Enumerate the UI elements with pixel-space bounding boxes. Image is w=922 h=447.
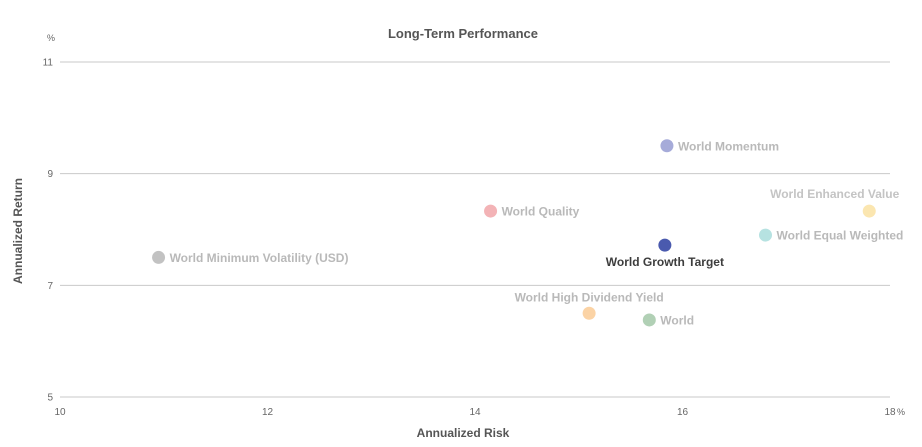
y-tick-label: 5 <box>47 393 53 404</box>
grid-lines <box>60 61 890 398</box>
y-tick-label: 11 <box>43 58 54 69</box>
y-tick-label: 7 <box>47 281 53 292</box>
scatter-point[interactable] <box>484 204 498 218</box>
scatter-point[interactable] <box>658 238 672 252</box>
x-axis-unit: % <box>897 407 905 417</box>
y-axis-unit: % <box>47 33 55 43</box>
scatter-point[interactable] <box>660 139 674 153</box>
x-tick-label: 18 <box>884 407 896 418</box>
scatter-point[interactable] <box>152 250 166 264</box>
point-label: World Equal Weighted <box>777 229 904 243</box>
scatter-point[interactable] <box>759 228 772 242</box>
axis-ticks: 5 7 9 11 10 12 14 16 18 <box>43 58 896 419</box>
point-label: World Growth Target <box>606 255 724 269</box>
x-tick-label: 10 <box>54 407 66 418</box>
scatter-point[interactable] <box>642 313 656 327</box>
point-label: World Momentum <box>678 139 779 153</box>
x-tick-label: 16 <box>677 407 689 418</box>
chart-title: Long-Term Performance <box>388 26 538 41</box>
point-label: World Enhanced Value <box>770 187 899 201</box>
scatter-point[interactable] <box>862 204 876 218</box>
point-label: World High Dividend Yield <box>515 290 664 304</box>
data-points: World Momentum World Enhanced Value World … <box>152 139 903 327</box>
x-tick-label: 14 <box>469 407 481 418</box>
point-label: World <box>660 313 694 327</box>
x-axis-title: Annualized Risk <box>417 426 510 440</box>
y-axis-title: Annualized Return <box>11 178 25 284</box>
scatter-point[interactable] <box>582 306 596 320</box>
point-label: World Quality <box>502 205 580 219</box>
y-tick-label: 9 <box>47 169 53 180</box>
point-label: World Minimum Volatility (USD) <box>170 251 349 265</box>
x-tick-label: 12 <box>262 407 274 418</box>
